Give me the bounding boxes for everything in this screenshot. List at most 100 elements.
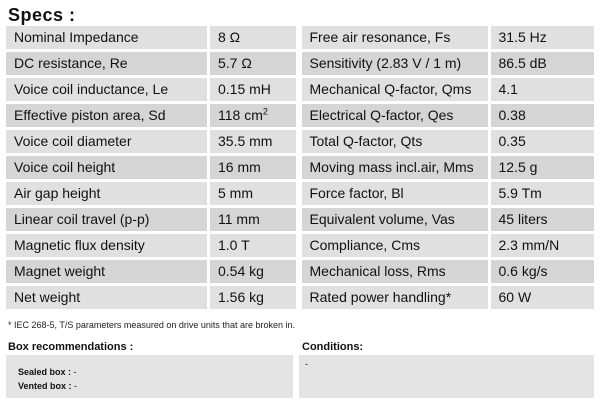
spec-value-text: 0.15 mH (218, 81, 271, 97)
specs-title: Specs : (8, 5, 76, 25)
spec-row: DC resistance, Re 5.7 Ω Sensitivity (2.83 … (6, 52, 594, 75)
box-recommendations-panel (6, 355, 293, 398)
spec-value-text: 118 cm (218, 107, 263, 123)
sealed-box-line: Sealed box : - (18, 367, 77, 377)
spec-row: Linear coil travel (p-p) 11 mm Equivalent … (6, 208, 594, 231)
spec-label: Voice coil diameter (6, 130, 207, 153)
vented-box-label: Vented box : (18, 381, 72, 391)
spec-value: 86.5 dB (490, 52, 594, 75)
spec-label: Mechanical Q-factor, Qms (301, 78, 488, 101)
spec-right: Electrical Q-factor, Qes 0.38 (301, 104, 594, 127)
spec-value: 16 mm (210, 156, 296, 179)
spec-value-text: 8 Ω (218, 29, 241, 45)
sealed-box-label: Sealed box : (18, 367, 72, 377)
spec-value-text: 5 mm (218, 185, 253, 201)
spec-value: 45 liters (490, 208, 594, 231)
spec-value: 1.56 kg (210, 286, 296, 309)
spec-row: Voice coil diameter 35.5 mm Total Q-factor… (6, 130, 594, 153)
spec-right: Compliance, Cms 2.3 mm/N (301, 234, 594, 257)
spec-left: Air gap height 5 mm (6, 182, 299, 205)
spec-label: Net weight (6, 286, 207, 309)
spec-row: Magnetic flux density 1.0 T Compliance, Cm… (6, 234, 594, 257)
spec-row: Voice coil inductance, Le 0.15 mH Mechanic… (6, 78, 594, 101)
spec-label: Magnetic flux density (6, 234, 207, 257)
spec-left: Nominal Impedance 8 Ω (6, 26, 299, 49)
spec-left: Magnet weight 0.54 kg (6, 260, 299, 283)
spec-value: 0.35 (490, 130, 594, 153)
spec-right: Rated power handling* 60 W (301, 286, 594, 309)
footnote: * IEC 268-5, T/S parameters measured on … (8, 320, 295, 330)
spec-left: Net weight 1.56 kg (6, 286, 299, 309)
spec-value: 5 mm (210, 182, 296, 205)
spec-right: Sensitivity (2.83 V / 1 m) 86.5 dB (301, 52, 594, 75)
spec-row: Nominal Impedance 8 Ω Free air resonance, … (6, 26, 594, 49)
spec-right: Total Q-factor, Qts 0.35 (301, 130, 594, 153)
spec-value: 8 Ω (210, 26, 296, 49)
specs-table: Nominal Impedance 8 Ω Free air resonance, … (6, 26, 594, 309)
spec-value: 5.7 Ω (210, 52, 296, 75)
spec-label: Total Q-factor, Qts (301, 130, 488, 153)
spec-value: 0.15 mH (210, 78, 296, 101)
spec-value-text: 35.5 mm (218, 133, 273, 149)
spec-label: Force factor, Bl (301, 182, 488, 205)
spec-value: 0.6 kg/s (490, 260, 594, 283)
spec-label: Equivalent volume, Vas (301, 208, 488, 231)
spec-left: Effective piston area, Sd 118 cm2 (6, 104, 299, 127)
spec-value: 12.5 g (490, 156, 594, 179)
spec-label: Effective piston area, Sd (6, 104, 207, 127)
spec-label: Nominal Impedance (6, 26, 207, 49)
spec-row: Voice coil height 16 mm Moving mass incl.a… (6, 156, 594, 179)
spec-left: Voice coil height 16 mm (6, 156, 299, 179)
spec-value-superscript: 2 (262, 106, 268, 117)
spec-value: 60 W (490, 286, 594, 309)
spec-value: 118 cm2 (210, 104, 296, 127)
spec-right: Free air resonance, Fs 31.5 Hz (301, 26, 594, 49)
spec-left: Voice coil inductance, Le 0.15 mH (6, 78, 299, 101)
spec-value-text: 0.54 kg (218, 263, 264, 279)
spec-value-text: 1.0 T (218, 237, 250, 253)
spec-label: Linear coil travel (p-p) (6, 208, 207, 231)
spec-value: 0.38 (490, 104, 594, 127)
spec-value: 31.5 Hz (490, 26, 594, 49)
sealed-box-value: - (71, 367, 77, 377)
spec-value: 4.1 (490, 78, 594, 101)
spec-right: Equivalent volume, Vas 45 liters (301, 208, 594, 231)
spec-label: Free air resonance, Fs (301, 26, 488, 49)
spec-row: Effective piston area, Sd 118 cm2 Electric… (6, 104, 594, 127)
spec-value: 35.5 mm (210, 130, 296, 153)
spec-label: Moving mass incl.air, Mms (301, 156, 488, 179)
spec-left: Linear coil travel (p-p) 11 mm (6, 208, 299, 231)
conditions-heading: Conditions: (302, 341, 364, 353)
conditions-value: - (305, 359, 308, 369)
spec-row: Net weight 1.56 kg Rated power handling* 60… (6, 286, 594, 309)
spec-left: Magnetic flux density 1.0 T (6, 234, 299, 257)
spec-left: Voice coil diameter 35.5 mm (6, 130, 299, 153)
spec-value-text: 5.7 Ω (218, 55, 252, 71)
box-recommendations-heading: Box recommendations : (8, 341, 134, 353)
spec-label: Sensitivity (2.83 V / 1 m) (301, 52, 488, 75)
spec-value-text: 1.56 kg (218, 289, 264, 305)
spec-value-text: 16 mm (218, 159, 261, 175)
spec-value: 1.0 T (210, 234, 296, 257)
vented-box-line: Vented box : - (18, 381, 77, 391)
spec-right: Mechanical Q-factor, Qms 4.1 (301, 78, 594, 101)
spec-label: Air gap height (6, 182, 207, 205)
vented-box-value: - (71, 381, 78, 391)
spec-row: Magnet weight 0.54 kg Mechanical loss, Rms… (6, 260, 594, 283)
spec-value-text: 11 mm (218, 211, 260, 227)
spec-value: 5.9 Tm (490, 182, 594, 205)
spec-label: Compliance, Cms (301, 234, 488, 257)
spec-label: Mechanical loss, Rms (301, 260, 488, 283)
spec-right: Mechanical loss, Rms 0.6 kg/s (301, 260, 594, 283)
spec-label: Voice coil inductance, Le (6, 78, 207, 101)
spec-label: Electrical Q-factor, Qes (301, 104, 488, 127)
conditions-panel (299, 355, 594, 398)
spec-value: 2.3 mm/N (490, 234, 594, 257)
spec-label: Rated power handling* (301, 286, 488, 309)
spec-label: DC resistance, Re (6, 52, 207, 75)
spec-right: Force factor, Bl 5.9 Tm (301, 182, 594, 205)
spec-right: Moving mass incl.air, Mms 12.5 g (301, 156, 594, 179)
spec-row: Air gap height 5 mm Force factor, Bl 5.9 Tm (6, 182, 594, 205)
spec-label: Voice coil height (6, 156, 207, 179)
spec-value: 0.54 kg (210, 260, 296, 283)
